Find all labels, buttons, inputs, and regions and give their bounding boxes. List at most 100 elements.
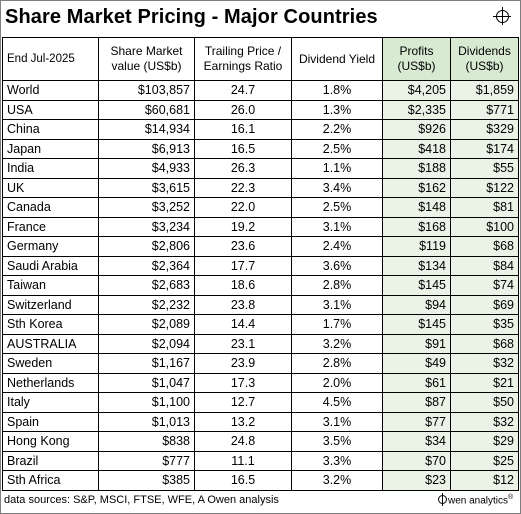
profits-cell: $145 [382,314,451,335]
pe-ratio-cell: 19.2 [194,216,292,237]
dividend-yield-cell: 3.6% [291,255,383,276]
profits-cell: $49 [382,353,451,374]
pricing-table: End Jul-2025 Share Market value (US$b) T… [2,37,519,491]
dividend-yield-cell: 2.5% [291,138,383,159]
dividends-cell: $29 [450,431,519,452]
dividends-cell: $32 [450,353,519,374]
pe-ratio-cell: 16.5 [194,470,292,491]
country-cell: UK [2,177,99,198]
market-value-cell: $1,013 [98,411,195,432]
header-pe-line2: Earnings Ratio [203,59,283,73]
country-cell: AUSTRALIA [2,333,99,354]
table-row: Brazil $777 11.1 3.3% $70 $25 [2,450,519,471]
dividends-cell: $174 [450,138,519,159]
header-pe-line1: Trailing Price / [204,44,282,58]
country-cell: USA [2,99,99,120]
dividends-cell: $50 [450,392,519,413]
dividend-yield-cell: 3.4% [291,177,383,198]
header-profits: Profits (US$b) [382,37,451,81]
header-dividends-line2: (US$b) [465,59,504,73]
country-cell: France [2,216,99,237]
pe-ratio-cell: 22.0 [194,197,292,218]
market-value-cell: $3,234 [98,216,195,237]
pe-ratio-cell: 22.3 [194,177,292,198]
header-dividend-yield: Dividend Yield [291,37,383,81]
market-value-cell: $60,681 [98,99,195,120]
dividends-cell: $1,859 [450,80,519,101]
dividends-cell: $25 [450,450,519,471]
profits-cell: $77 [382,411,451,432]
dividend-yield-cell: 3.1% [291,411,383,432]
header-profits-line1: Profits [399,44,434,58]
header-pe-ratio: Trailing Price / Earnings Ratio [194,37,292,81]
country-cell: Japan [2,138,99,159]
header-market-value-line1: Share Market [110,44,183,58]
dividends-cell: $68 [450,236,519,257]
country-cell: India [2,158,99,179]
profits-cell: $418 [382,138,451,159]
table-row: Sth Korea $2,089 14.4 1.7% $145 $35 [2,314,519,335]
dividend-yield-cell: 2.8% [291,275,383,296]
pe-ratio-cell: 16.5 [194,138,292,159]
market-value-cell: $838 [98,431,195,452]
profits-cell: $168 [382,216,451,237]
market-value-cell: $4,933 [98,158,195,179]
market-value-cell: $2,094 [98,333,195,354]
table-row: USA $60,681 26.0 1.3% $2,335 $771 [2,99,519,120]
pe-ratio-cell: 23.6 [194,236,292,257]
profits-cell: $87 [382,392,451,413]
table-row: Sth Africa $385 16.5 3.2% $23 $12 [2,470,519,491]
pe-ratio-cell: 14.4 [194,314,292,335]
header-market-value-line2: value (US$b) [111,59,182,73]
dividends-cell: $771 [450,99,519,120]
dividends-cell: $81 [450,197,519,218]
market-value-cell: $3,252 [98,197,195,218]
data-sources-note: data sources: S&P, MSCI, FTSE, WFE, A Ow… [4,494,279,506]
dividends-cell: $122 [450,177,519,198]
dividends-cell: $21 [450,372,519,393]
dividend-yield-cell: 1.7% [291,314,383,335]
header-dividends: Dividends (US$b) [450,37,519,81]
dividend-yield-cell: 2.8% [291,353,383,374]
table-row: France $3,234 19.2 3.1% $168 $100 [2,216,519,237]
market-value-cell: $3,615 [98,177,195,198]
dividends-cell: $32 [450,411,519,432]
dividend-yield-cell: 2.5% [291,197,383,218]
dividend-yield-cell: 3.5% [291,431,383,452]
table-row: Canada $3,252 22.0 2.5% $148 $81 [2,197,519,218]
market-value-cell: $2,089 [98,314,195,335]
profits-cell: $23 [382,470,451,491]
dividend-yield-cell: 3.2% [291,470,383,491]
market-value-cell: $6,913 [98,138,195,159]
market-value-cell: $2,806 [98,236,195,257]
country-cell: Taiwan [2,275,99,296]
header-market-value: Share Market value (US$b) [98,37,195,81]
crosshair-circle-icon [493,7,511,25]
country-cell: Germany [2,236,99,257]
header-period: End Jul-2025 [2,37,99,81]
dividends-cell: $12 [450,470,519,491]
header-row: End Jul-2025 Share Market value (US$b) T… [2,37,519,81]
dividends-cell: $55 [450,158,519,179]
profits-cell: $134 [382,255,451,276]
profits-cell: $2,335 [382,99,451,120]
table-row: Saudi Arabia $2,364 17.7 3.6% $134 $84 [2,255,519,276]
pe-ratio-cell: 13.2 [194,411,292,432]
table-row: Switzerland $2,232 23.8 3.1% $94 $69 [2,294,519,315]
dividends-cell: $84 [450,255,519,276]
table-row: World $103,857 24.7 1.8% $4,205 $1,859 [2,80,519,101]
market-value-cell: $1,167 [98,353,195,374]
profits-cell: $34 [382,431,451,452]
country-cell: China [2,119,99,140]
dividend-yield-cell: 2.0% [291,372,383,393]
profits-cell: $61 [382,372,451,393]
table-row: Japan $6,913 16.5 2.5% $418 $174 [2,138,519,159]
profits-cell: $70 [382,450,451,471]
country-cell: Canada [2,197,99,218]
profits-cell: $148 [382,197,451,218]
pe-ratio-cell: 18.6 [194,275,292,296]
table-row: Sweden $1,167 23.9 2.8% $49 $32 [2,353,519,374]
brand-mark: ® [508,494,514,501]
table-row: Italy $1,100 12.7 4.5% $87 $50 [2,392,519,413]
pe-ratio-cell: 17.3 [194,372,292,393]
